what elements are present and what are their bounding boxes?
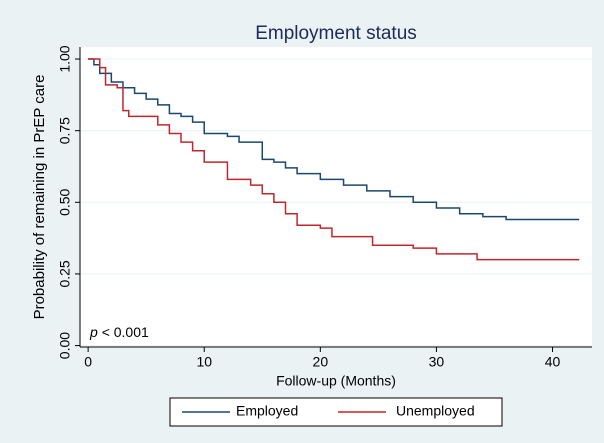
plot-area	[80, 47, 592, 347]
x-tick-label: 30	[429, 354, 445, 370]
x-tick-label: 10	[196, 354, 212, 370]
y-tick-label: 0.75	[57, 117, 73, 144]
y-tick-label: 1.00	[57, 45, 73, 72]
series-line	[88, 58, 580, 221]
annotation-symbol: p	[89, 324, 98, 340]
y-tick-label: 0.00	[57, 332, 73, 359]
y-tick-label: 0.50	[57, 188, 73, 215]
y-tick-label: 0.25	[57, 260, 73, 287]
y-axis-title: Probability of remaining in PrEP care	[31, 75, 48, 320]
series-line	[88, 58, 580, 261]
annotation-text: < 0.001	[102, 324, 149, 340]
x-tick-label: 0	[84, 354, 92, 370]
annotation: p < 0.001	[89, 324, 149, 340]
legend-label: Employed	[236, 403, 298, 419]
x-axis-title: Follow-up (Months)	[276, 373, 396, 389]
x-tick-label: 40	[545, 354, 561, 370]
chart-title: Employment status	[255, 23, 417, 44]
x-tick-label: 20	[313, 354, 329, 370]
legend-label: Unemployed	[396, 403, 475, 419]
